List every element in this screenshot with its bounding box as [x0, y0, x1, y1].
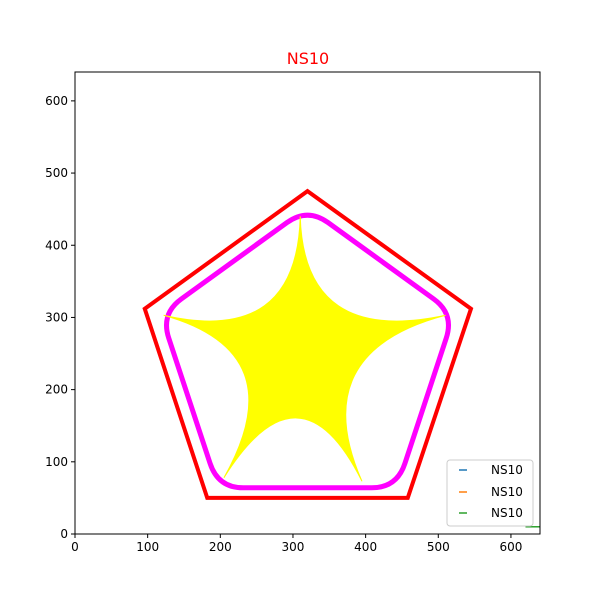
x-tick-label: 100: [136, 540, 159, 554]
x-tick-label: 400: [354, 540, 377, 554]
x-tick-label: 300: [282, 540, 305, 554]
plot-area: [142, 188, 540, 528]
y-tick-label: 100: [45, 455, 68, 469]
y-tick-label: 400: [45, 238, 68, 252]
legend-label-2: NS10: [491, 485, 523, 499]
chart-title: NS10: [287, 49, 329, 68]
rounded-pentagon-outline: [164, 212, 451, 491]
legend-label-1: NS10: [491, 463, 523, 477]
x-tick-label: 200: [209, 540, 232, 554]
legend-label-3: NS10: [491, 506, 523, 520]
star-fill: [163, 216, 446, 482]
y-tick-label: 200: [45, 383, 68, 397]
y-tick-label: 600: [45, 94, 68, 108]
axes-frame: [74, 71, 541, 535]
pentagon-outline: [142, 188, 474, 500]
y-axis: 0 100 200 300 400 500 600: [45, 94, 75, 541]
legend: NS10 NS10 NS10: [446, 459, 534, 527]
x-axis: 0 100 200 300 400 500 600: [71, 534, 522, 554]
y-tick-label: 500: [45, 166, 68, 180]
x-tick-label: 500: [427, 540, 450, 554]
x-tick-label: 600: [499, 540, 522, 554]
x-tick-label: 0: [71, 540, 79, 554]
y-tick-label: 0: [60, 527, 68, 541]
legend-box: [446, 459, 534, 527]
y-tick-label: 300: [45, 310, 68, 324]
